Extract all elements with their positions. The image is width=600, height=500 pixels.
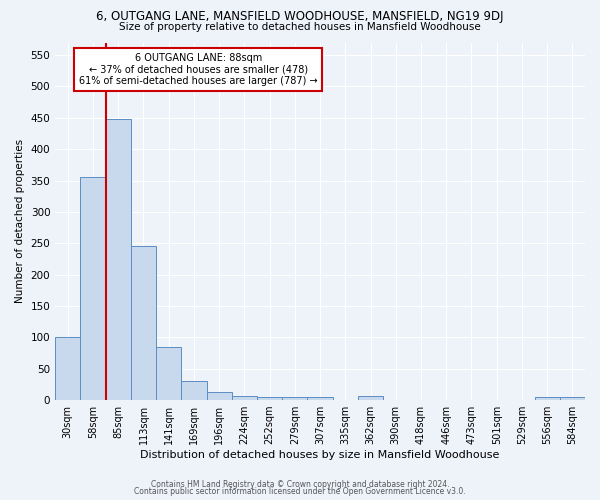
Bar	[106, 119, 131, 400]
Text: Contains public sector information licensed under the Open Government Licence v3: Contains public sector information licen…	[134, 487, 466, 496]
Bar	[156, 347, 181, 400]
Text: 6, OUTGANG LANE, MANSFIELD WOODHOUSE, MANSFIELD, NG19 9DJ: 6, OUTGANG LANE, MANSFIELD WOODHOUSE, MA…	[96, 10, 504, 23]
Bar	[206, 392, 232, 400]
Bar	[307, 397, 332, 400]
Bar	[535, 397, 560, 400]
Bar	[181, 382, 206, 400]
Bar	[232, 396, 257, 400]
Text: 6 OUTGANG LANE: 88sqm
← 37% of detached houses are smaller (478)
61% of semi-det: 6 OUTGANG LANE: 88sqm ← 37% of detached …	[79, 53, 317, 86]
Text: Contains HM Land Registry data © Crown copyright and database right 2024.: Contains HM Land Registry data © Crown c…	[151, 480, 449, 489]
Y-axis label: Number of detached properties: Number of detached properties	[15, 139, 25, 304]
Bar	[80, 178, 106, 400]
Bar	[560, 397, 585, 400]
Bar	[282, 397, 307, 400]
Bar	[55, 338, 80, 400]
Bar	[131, 246, 156, 400]
X-axis label: Distribution of detached houses by size in Mansfield Woodhouse: Distribution of detached houses by size …	[140, 450, 500, 460]
Text: Size of property relative to detached houses in Mansfield Woodhouse: Size of property relative to detached ho…	[119, 22, 481, 32]
Bar	[257, 397, 282, 400]
Bar	[358, 396, 383, 400]
